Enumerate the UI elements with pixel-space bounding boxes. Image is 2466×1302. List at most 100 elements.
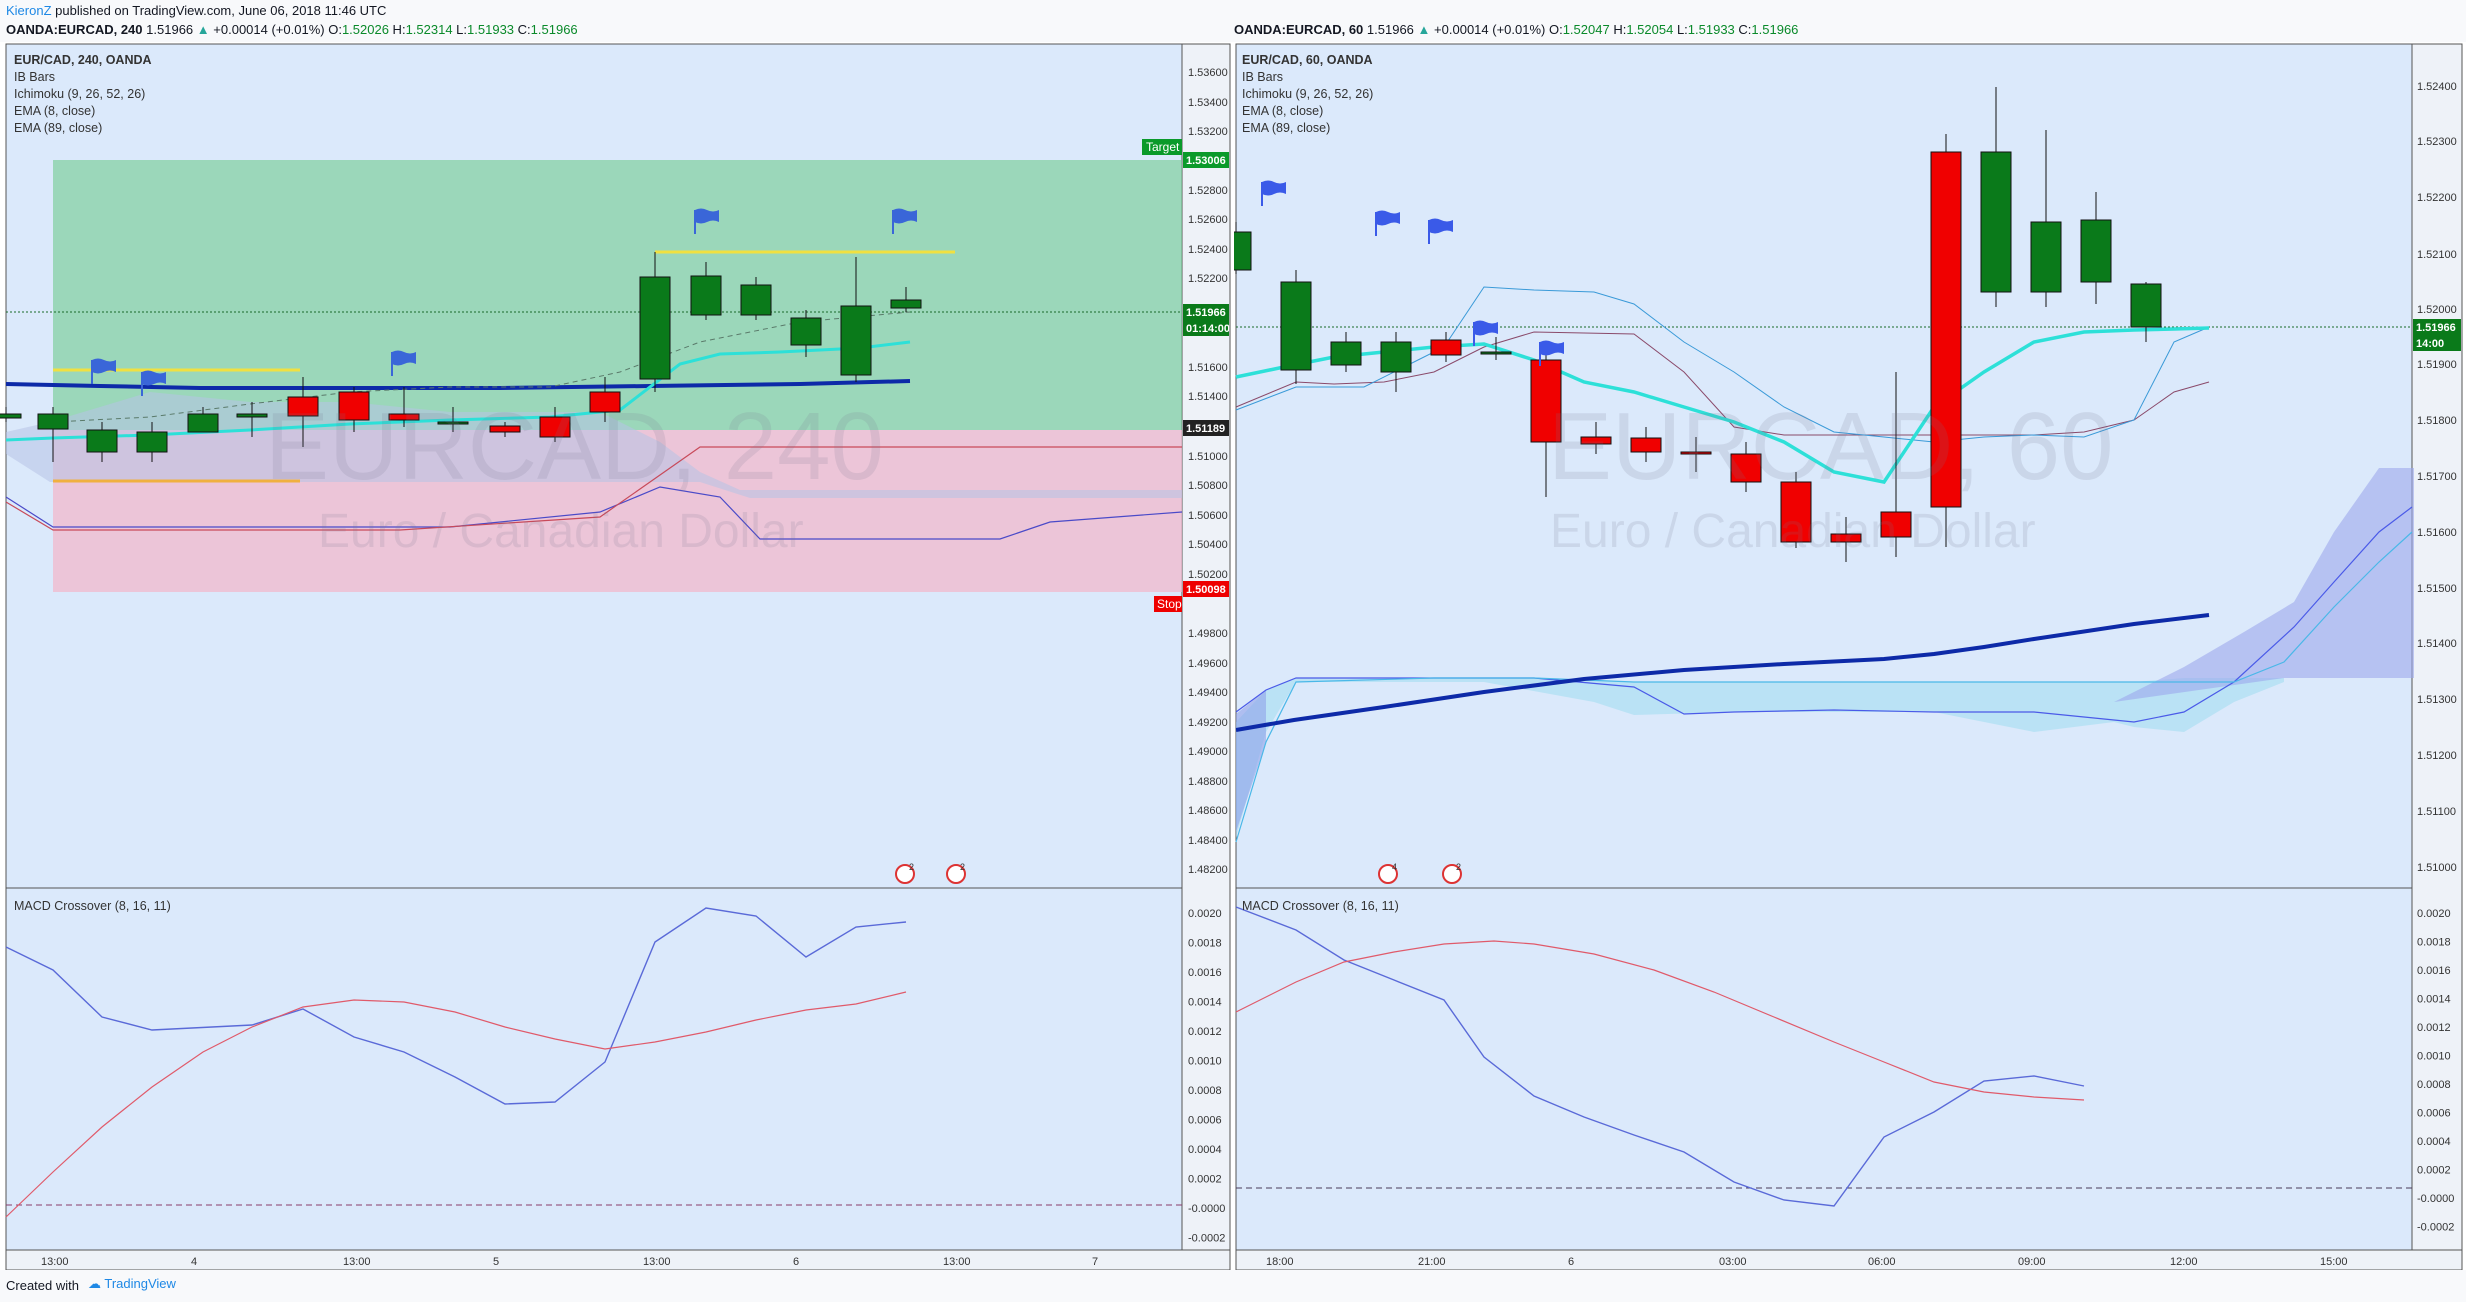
left-chart-canvas[interactable]: 1.53600 1.53400 1.53200 1.52800 1.52600 1.524… — [0, 42, 1232, 1270]
right-macd-line — [1235, 906, 2085, 1207]
left-event-icon — [946, 864, 966, 884]
right-time-axis-bg — [1235, 1249, 2463, 1270]
right-candle — [1430, 339, 1462, 356]
left-price-tick: 1.52600 — [1188, 214, 1228, 226]
left-macd-line — [5, 907, 907, 1105]
left-macd-title: MACD Crossover (8, 16, 11) — [14, 899, 171, 913]
left-candle — [489, 425, 521, 433]
right-flag-icon — [1540, 340, 1564, 356]
right-macd-tick: 0.0012 — [2417, 1022, 2451, 1034]
left-chart-pane[interactable]: 1.53600 1.53400 1.53200 1.52800 1.52600 1.524… — [0, 42, 1232, 1270]
target-label-bg — [1142, 139, 1182, 155]
right-candle — [1280, 281, 1312, 371]
left-candle — [0, 413, 22, 419]
right-candle — [1830, 533, 1862, 543]
right-current-price-badge-bg — [2413, 319, 2461, 335]
tradingview-logo-text: TradingView — [104, 1276, 176, 1291]
left-price-tick: 1.48200 — [1188, 864, 1228, 876]
left-legend-ema8: EMA (8, close) — [14, 104, 96, 118]
right-candle — [1480, 351, 1512, 355]
right-legend-ichimoku: Ichimoku (9, 26, 52, 26) — [1242, 87, 1374, 101]
right-candle — [1580, 436, 1612, 445]
right-price-tick: 1.51100 — [2417, 806, 2456, 818]
left-macd-tick: 0.0020 — [1188, 908, 1222, 920]
target-label: Target — [1146, 140, 1180, 154]
right-macd-tick: -0.0002 — [2417, 1222, 2454, 1234]
right-macd-title: MACD Crossover (8, 16, 11) — [1242, 899, 1399, 913]
right-time-tick: 18:00 — [1266, 1256, 1294, 1268]
right-candle — [1780, 481, 1812, 543]
left-candle — [388, 413, 420, 421]
left-ichimoku-span-b — [5, 486, 1183, 540]
left-watermark-symbol: EURCAD, 240 — [265, 393, 884, 500]
right-candle — [2130, 283, 2162, 328]
left-price-tick: 1.48600 — [1188, 805, 1228, 817]
left-price-tick: 1.52800 — [1188, 185, 1228, 197]
right-price-tick: 1.51800 — [2417, 415, 2457, 427]
right-candle — [1530, 359, 1562, 443]
right-chart-canvas[interactable]: 1.52400 1.52300 1.52200 1.52100 1.52000 1.519… — [1234, 42, 2466, 1270]
right-macd-tick: -0.0000 — [2417, 1193, 2454, 1205]
right-macd-tick: 0.0006 — [2417, 1108, 2451, 1120]
right-macd-tick: 0.0008 — [2417, 1079, 2451, 1091]
left-candle — [840, 305, 872, 376]
right-chart-pane[interactable]: 1.52400 1.52300 1.52200 1.52100 1.52000 1.519… — [1234, 42, 2466, 1270]
right-ichimoku-cloud-bull — [1236, 678, 2284, 837]
right-price: 1.51966 — [1366, 22, 1414, 37]
left-stop-price-badge-bg — [1183, 581, 1229, 597]
left-macd-tick: 0.0004 — [1188, 1144, 1222, 1156]
left-symbol-info: OANDA:EURCAD, 240 1.51966 ▲ +0.00014 (+0… — [6, 22, 578, 37]
left-price-tick: 1.50200 — [1188, 569, 1228, 581]
right-event-icon — [1442, 864, 1462, 884]
right-countdown-badge-bg — [2413, 335, 2461, 351]
right-price-tick: 1.51500 — [2417, 583, 2457, 595]
left-macd-tick: 0.0008 — [1188, 1085, 1222, 1097]
right-candle — [2080, 219, 2112, 283]
left-flag-icon — [392, 350, 416, 366]
right-ema-slow-line — [1235, 613, 2210, 732]
left-macd-tick: -0.0000 — [1188, 1203, 1225, 1215]
right-price-tick: 1.51200 — [2417, 750, 2457, 762]
left-change-arrow-icon: ▲ — [196, 22, 210, 37]
left-price-tick: 1.48400 — [1188, 835, 1228, 847]
right-macd-tick: 0.0018 — [2417, 937, 2451, 949]
left-time-tick: 4 — [191, 1256, 197, 1268]
right-time-tick: 21:00 — [1418, 1256, 1446, 1268]
right-candle — [1330, 341, 1362, 366]
right-ichimoku-cloud-bear — [2114, 468, 2414, 702]
tradingview-logo[interactable]: ☁ TradingView — [88, 1276, 176, 1292]
right-event-icon — [1378, 864, 1398, 884]
left-entry-price-badge: 1.51189 — [1186, 423, 1225, 435]
author-link[interactable]: KieronZ — [6, 3, 52, 18]
left-target-price-badge: 1.53006 — [1186, 155, 1226, 167]
left-legend-ema89: EMA (89, close) — [14, 121, 103, 135]
right-change: +0.00014 (+0.01%) — [1434, 22, 1546, 37]
left-price-tick: 1.50800 — [1188, 480, 1228, 492]
right-watermark-symbol: EURCAD, 60 — [1548, 393, 2114, 500]
left-candle — [86, 429, 118, 453]
right-candle — [1880, 511, 1912, 538]
left-price-tick: 1.50600 — [1188, 510, 1228, 522]
right-open: 1.52047 — [1562, 22, 1610, 37]
right-price-tick: 1.51300 — [2417, 694, 2457, 706]
right-macd-tick: 0.0004 — [2417, 1136, 2451, 1148]
right-time-tick: 12:00 — [2170, 1256, 2198, 1268]
left-macd-tick: 0.0010 — [1188, 1056, 1222, 1068]
right-macd-tick: 0.0010 — [2417, 1051, 2451, 1063]
left-close: 1.51966 — [530, 22, 578, 37]
right-candle — [1980, 151, 2012, 293]
left-signal-line — [5, 991, 907, 1218]
left-countdown-badge: 01:14:00 — [1186, 323, 1230, 335]
left-time-tick: 13:00 — [943, 1256, 971, 1268]
right-macd-pane — [1235, 887, 2413, 1251]
left-time-tick: 5 — [493, 1256, 499, 1268]
left-candle — [890, 299, 922, 309]
right-ichimoku-span-b — [1235, 531, 2413, 843]
right-symbol: OANDA:EURCAD, 60 — [1234, 22, 1364, 37]
right-time-tick: 06:00 — [1868, 1256, 1896, 1268]
right-price-tick: 1.51600 — [2417, 527, 2457, 539]
left-time-tick: 13:00 — [343, 1256, 371, 1268]
right-price-axis-bg — [2411, 43, 2463, 1251]
left-candle — [236, 413, 268, 418]
right-countdown-badge: 14:00 — [2416, 338, 2444, 350]
